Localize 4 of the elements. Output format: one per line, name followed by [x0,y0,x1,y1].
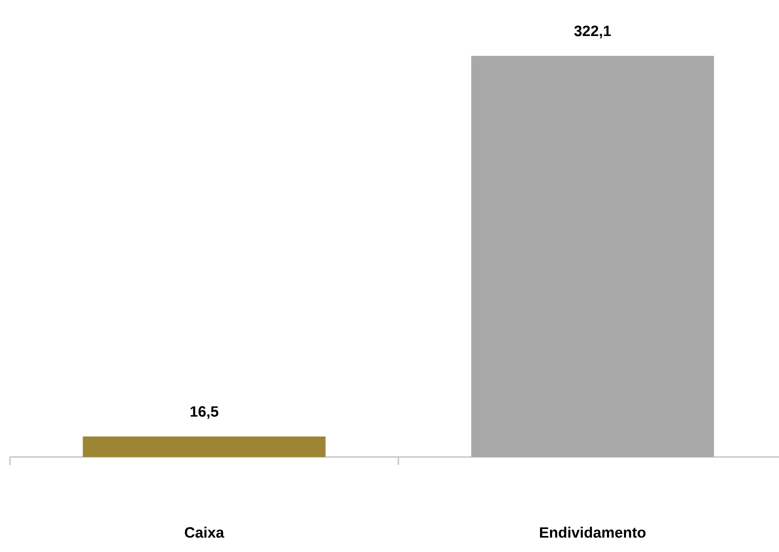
data-label: 16,5 [190,406,218,419]
x-tick-label: Endividamento [540,526,646,538]
data-label: 322,1 [574,26,611,38]
x-tick-label: Caixa [184,526,224,538]
